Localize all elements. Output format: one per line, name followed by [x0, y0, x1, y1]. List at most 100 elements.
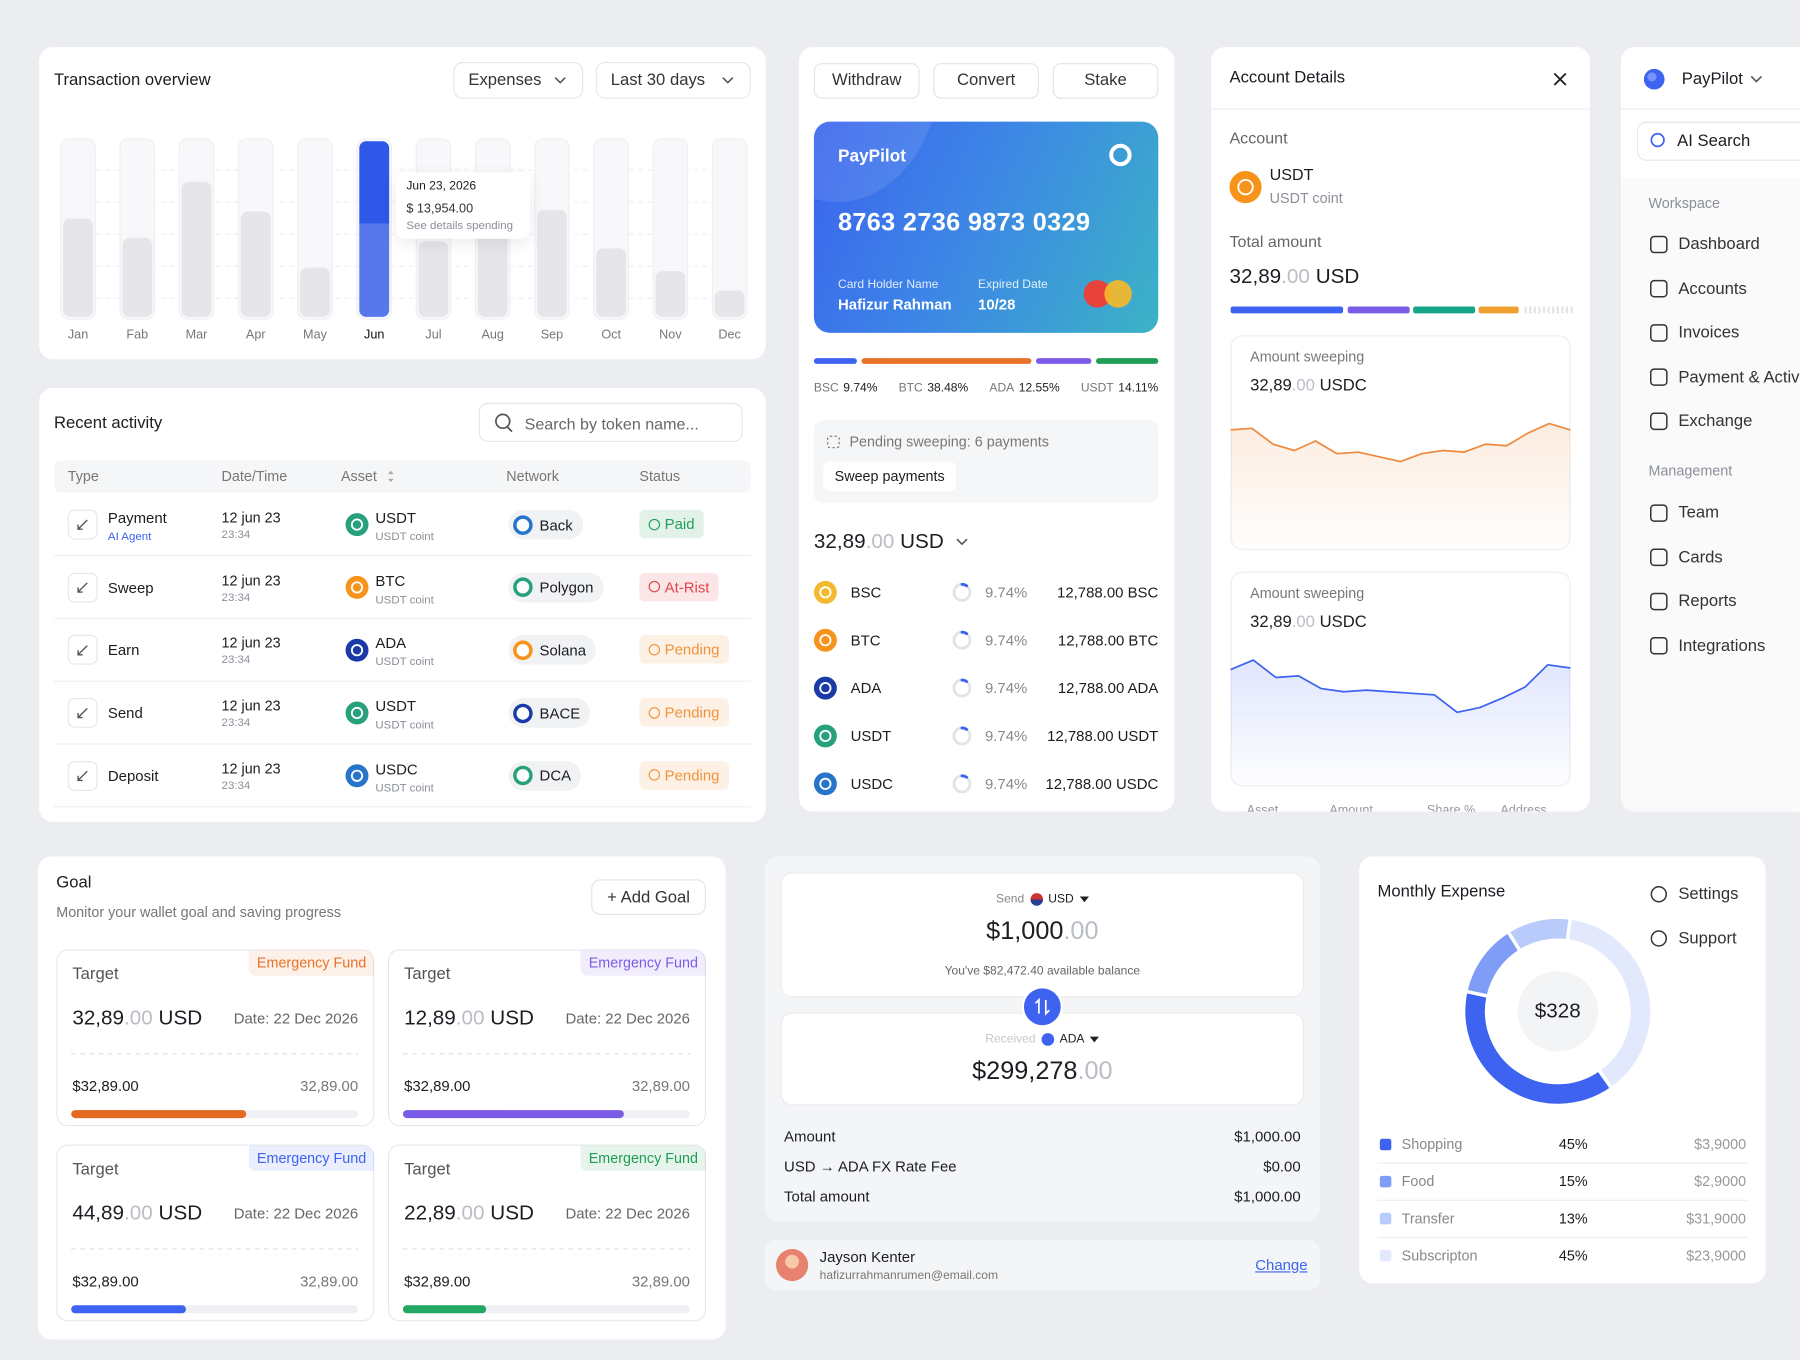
asset-note: USDT coint	[375, 782, 434, 795]
goal-label: Target	[72, 965, 119, 984]
column-header: Address	[1500, 803, 1547, 812]
nav-item[interactable]: Payment & Activity	[1678, 367, 1800, 387]
amount-cents: .00	[455, 1006, 485, 1030]
column-header: Network	[506, 468, 559, 485]
account-note: USDT coint	[1269, 190, 1343, 207]
activity-time: 23:34	[221, 654, 251, 667]
send-box	[780, 872, 1305, 998]
nav-item[interactable]: Support	[1678, 929, 1737, 948]
summary-label: Total amount	[784, 1187, 870, 1205]
status-label: Pending	[664, 641, 720, 659]
nav-icon	[1650, 324, 1668, 342]
share-ring	[960, 678, 969, 683]
x-tick-label: Mar	[185, 328, 208, 343]
status-pill: Pending	[639, 635, 729, 664]
amount-cents: .00	[1291, 613, 1315, 632]
sweep-label: Amount sweeping	[1250, 348, 1365, 366]
coin-icon	[813, 628, 837, 652]
action-label[interactable]: Stake	[1084, 71, 1127, 90]
holding-asset: ADA	[850, 679, 882, 697]
amount-unit: USD	[900, 529, 944, 553]
legend-value: 13%	[1558, 1210, 1588, 1227]
breakdown-bar	[1542, 306, 1546, 314]
allocation-name: ADA	[989, 381, 1015, 395]
nav-item[interactable]: Dashboard	[1678, 235, 1760, 254]
legend-value: 45%	[1558, 1136, 1588, 1153]
progress-bar	[402, 1305, 487, 1314]
type-glyph	[77, 519, 88, 530]
receive-box	[780, 1012, 1305, 1106]
sweep-button[interactable]	[823, 461, 957, 492]
sweep-button-label[interactable]: Sweep payments	[834, 468, 945, 485]
nav-icon	[1650, 592, 1668, 611]
breakdown-bar	[1552, 306, 1555, 314]
panel-title: Account Details	[1229, 68, 1346, 88]
allocation-segment	[1095, 358, 1159, 364]
nav-item[interactable]: Reports	[1678, 592, 1737, 611]
action-label[interactable]: Convert	[956, 71, 1016, 90]
action-button[interactable]	[813, 63, 920, 99]
status-pill: Pending	[639, 760, 729, 790]
legend-value: 15%	[1558, 1173, 1588, 1190]
type-glyph	[77, 707, 88, 719]
coin-icon-inner	[350, 581, 364, 594]
holding-amount: 12,788.00 BTC	[1057, 631, 1159, 649]
breakdown-bar	[1524, 306, 1527, 314]
amount-main: 32,89	[1229, 264, 1282, 288]
action-label[interactable]: Withdraw	[832, 71, 902, 90]
allocation-item: ADA 12.55%	[989, 381, 1059, 395]
goal-card	[56, 949, 375, 1127]
ai-search[interactable]	[1636, 121, 1800, 161]
nav-item[interactable]: Invoices	[1678, 323, 1740, 343]
breakdown-bar	[1413, 306, 1476, 314]
status-pill: Paid	[639, 509, 704, 539]
sweep-label: Amount sweeping	[1250, 585, 1365, 602]
sweep-line	[1230, 422, 1571, 463]
coin-icon	[345, 701, 369, 725]
filter-label[interactable]: Expenses	[468, 71, 542, 90]
change-link[interactable]: Change	[1255, 1256, 1308, 1274]
amount-unit: USD	[1315, 264, 1360, 288]
panel-title: Transaction overview	[53, 71, 211, 90]
action-button[interactable]	[1052, 63, 1159, 99]
nav-item[interactable]: Settings	[1678, 885, 1739, 904]
column-header: Type	[67, 468, 99, 485]
filter-label[interactable]: Last 30 days	[610, 71, 706, 90]
nav-item[interactable]: Integrations	[1678, 636, 1766, 655]
amount-cents: .00	[1077, 1056, 1113, 1085]
activity-time: 23:34	[221, 779, 251, 793]
chevron	[722, 77, 734, 84]
activity-date: 12 jun 23	[221, 760, 281, 777]
search-box[interactable]	[478, 402, 743, 442]
filter-dropdown[interactable]	[595, 61, 751, 99]
search-placeholder[interactable]: Search by token name...	[524, 414, 699, 433]
action-button[interactable]	[933, 63, 1039, 99]
ai-search-label[interactable]: AI Search	[1677, 132, 1751, 151]
allocation-value: 9.74%	[843, 381, 878, 395]
goal-amount: 44,89.00 USD	[72, 1201, 202, 1225]
add-goal-label[interactable]: + Add Goal	[607, 888, 691, 907]
nav-item[interactable]: Exchange	[1678, 412, 1753, 431]
coin-icon	[813, 772, 837, 796]
activity-time: 23:34	[221, 528, 251, 542]
legend-label: Shopping	[1401, 1136, 1463, 1153]
allocation-segment	[813, 358, 857, 364]
tooltip	[396, 172, 531, 239]
type-icon	[67, 760, 98, 791]
add-goal-button[interactable]	[591, 879, 706, 915]
bar	[300, 267, 330, 317]
allocation-value: 12.55%	[1018, 381, 1060, 395]
network-name: Polygon	[539, 578, 594, 597]
asset-note: USDT coint	[375, 593, 434, 607]
holding-amount: 12,788.00 USDC	[1045, 775, 1159, 793]
nav-item[interactable]: Accounts	[1678, 279, 1747, 298]
filter-dropdown[interactable]	[453, 61, 584, 99]
section-label: Management	[1648, 462, 1733, 479]
status-pill: At-Rist	[639, 572, 719, 602]
bar	[359, 141, 390, 317]
progress-bar	[71, 1110, 247, 1119]
coin-icon-inner	[350, 769, 364, 782]
legend-amount: $23,9000	[1686, 1247, 1747, 1264]
nav-item[interactable]: Team	[1678, 503, 1720, 523]
nav-item[interactable]: Cards	[1678, 548, 1723, 567]
